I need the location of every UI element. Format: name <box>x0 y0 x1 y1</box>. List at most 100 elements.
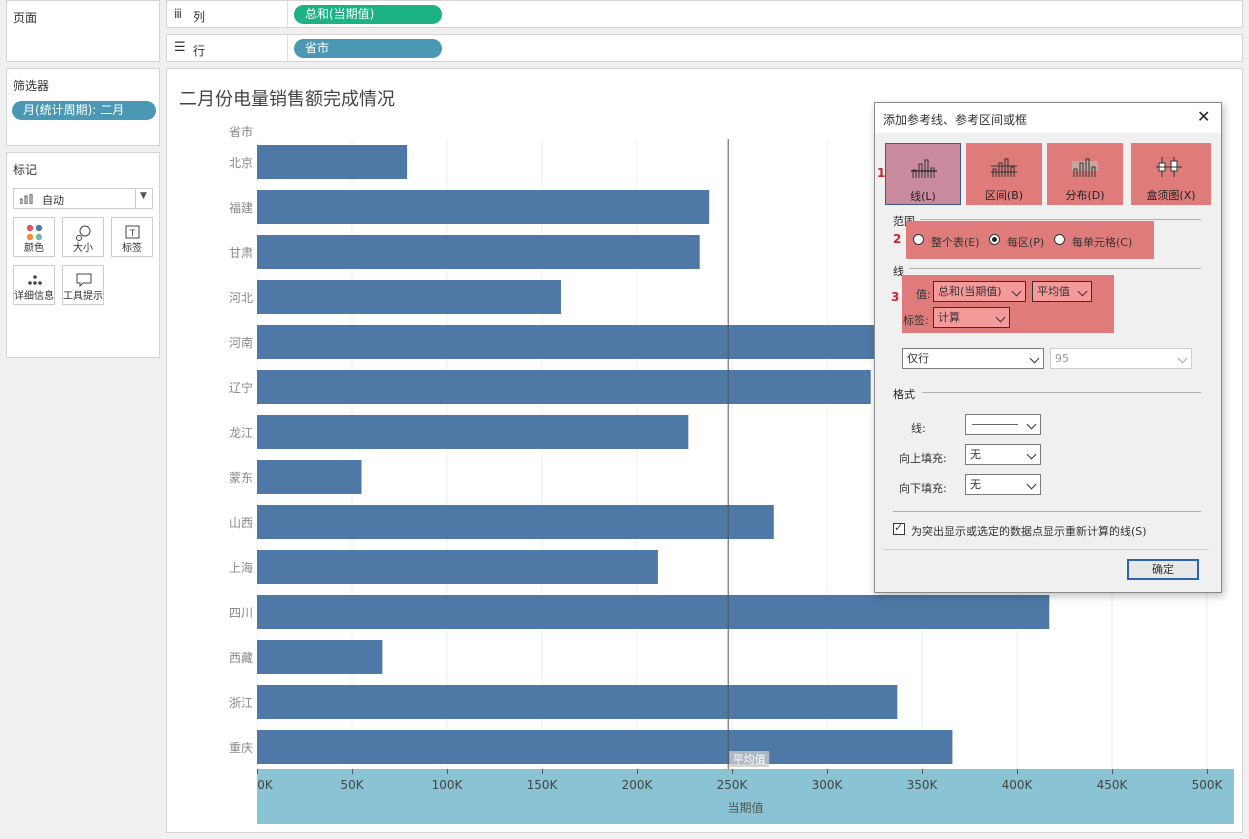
scope-cell-radio[interactable] <box>1054 234 1065 245</box>
type-band-label: 区间(B) <box>984 189 1024 202</box>
color-button[interactable]: 颜色 <box>13 217 55 257</box>
scope-pane-label[interactable]: 每区(P) <box>1007 236 1045 249</box>
tick-mark <box>447 769 448 774</box>
tick-mark <box>637 769 638 774</box>
rows-shelf-label: 行 <box>193 44 206 58</box>
bar-山西[interactable] <box>257 505 774 539</box>
fill-below-value: 无 <box>970 478 981 491</box>
bar-重庆[interactable] <box>257 730 953 764</box>
annotation-1: 1 <box>877 166 886 180</box>
line-style-select[interactable] <box>965 414 1041 435</box>
rows-shelf[interactable]: ☰ 行 省市 <box>166 34 1243 62</box>
fill-below-select[interactable]: 无 <box>965 474 1041 495</box>
bar-北京[interactable] <box>257 145 408 179</box>
ok-button[interactable]: 确定 <box>1127 559 1199 580</box>
tick-mark <box>732 769 733 774</box>
type-boxplot-label: 盒须图(X) <box>1146 189 1196 202</box>
tick-label: 200K <box>621 778 653 792</box>
tick-label: 300K <box>811 778 843 792</box>
mark-type-dropdown[interactable]: 自动 ▼ <box>13 188 153 209</box>
line-divider <box>909 268 1201 269</box>
bar-福建[interactable] <box>257 190 710 224</box>
scope-pane-radio[interactable] <box>989 234 1000 245</box>
tick-label: 500K <box>1191 778 1223 792</box>
bar-chart-icon <box>20 194 33 204</box>
dropdown-divider <box>135 189 136 208</box>
scope-table-label[interactable]: 整个表(E) <box>931 236 980 249</box>
scope-divider <box>920 219 1201 220</box>
bar-上海[interactable] <box>257 550 658 584</box>
recalculate-label[interactable]: 为突出显示或选定的数据点显示重新计算的线(S) <box>911 525 1147 538</box>
bar-蒙东[interactable] <box>257 460 362 494</box>
detail-button[interactable]: 详细信息 <box>13 265 55 305</box>
rows-pill[interactable]: 省市 <box>294 39 442 58</box>
tooltip-value: 仅行 <box>907 352 929 365</box>
x-axis-band: 当期值 0K 50K 100K 150K 200K 250K 300K 350K 400K 450… <box>257 769 1234 824</box>
footer-divider <box>883 549 1209 550</box>
type-band-button[interactable]: 区间(B) <box>966 143 1042 205</box>
type-boxplot-button[interactable]: 盒须图(X) <box>1131 143 1211 205</box>
tick-mark <box>257 769 258 774</box>
scope-cell-label[interactable]: 每单元格(C) <box>1072 236 1133 249</box>
x-axis-title: 当期值 <box>727 801 764 815</box>
pages-shelf[interactable]: 页面 <box>6 0 160 62</box>
category-axis-title: 省市 <box>229 125 254 139</box>
line-highlight: 值: 总和(当期值) 平均值 标签: 计算 <box>902 275 1114 333</box>
tick-label: 450K <box>1096 778 1128 792</box>
category-label: 上海 <box>228 561 253 575</box>
aggregation-value: 平均值 <box>1037 285 1070 298</box>
label-icon: T <box>125 225 140 239</box>
label-value: 计算 <box>938 311 960 324</box>
tick-label: 250K <box>716 778 748 792</box>
value-label: 值: <box>916 288 931 301</box>
category-label: 西藏 <box>228 651 253 665</box>
bar-龙江[interactable] <box>257 415 689 449</box>
recalculate-checkbox[interactable]: ✓ <box>893 521 905 535</box>
bar-河南[interactable] <box>257 325 875 359</box>
bar-西藏[interactable] <box>257 640 383 674</box>
aggregation-select[interactable]: 平均值 <box>1032 281 1092 302</box>
tooltip-select[interactable]: 仅行 <box>902 348 1044 369</box>
type-line-button[interactable]: 线(L) <box>885 143 961 205</box>
type-distribution-button[interactable]: 分布(D) <box>1047 143 1123 205</box>
label-button[interactable]: T 标签 <box>111 217 153 257</box>
columns-shelf[interactable]: iii 列 总和(当期值) <box>166 0 1243 28</box>
category-labels: 北京 福建 甘肃 河北 河南 辽宁 龙江 蒙东 山西 上海 四川 西藏 浙江 重庆 <box>167 69 253 834</box>
columns-pill[interactable]: 总和(当期值) <box>294 5 442 24</box>
tick-label: 50K <box>340 778 364 792</box>
dialog-title: 添加参考线、参考区间或框 <box>883 113 1028 127</box>
line-type-icon <box>911 159 937 178</box>
category-label: 北京 <box>228 156 253 170</box>
shelf-divider <box>287 35 288 61</box>
scope-table-radio[interactable] <box>913 234 924 245</box>
value-field-select[interactable]: 总和(当期值) <box>933 281 1026 302</box>
reference-line-dialog: 添加参考线、参考区间或框 ✕ 1 2 3 线(L) 区间(B) 分布(D) 盒须… <box>874 102 1222 593</box>
tick-label: 100K <box>431 778 463 792</box>
category-label: 河北 <box>228 291 253 305</box>
bar-辽宁[interactable] <box>257 370 871 404</box>
size-button[interactable]: 大小 <box>62 217 104 257</box>
value-field: 总和(当期值) <box>938 285 1002 298</box>
bar-甘肃[interactable] <box>257 235 700 269</box>
chevron-down-icon <box>1026 419 1037 430</box>
bar-浙江[interactable] <box>257 685 898 719</box>
category-label: 辽宁 <box>228 381 253 395</box>
detail-label: 详细信息 <box>14 291 54 302</box>
category-label: 河南 <box>228 336 253 350</box>
format-line-label: 线: <box>911 422 926 435</box>
tick-mark <box>827 769 828 774</box>
columns-icon: iii <box>174 7 182 21</box>
chevron-down-icon <box>1029 353 1040 364</box>
tick-mark <box>352 769 353 774</box>
bar-河北[interactable] <box>257 280 561 314</box>
tick-label: 400K <box>1001 778 1033 792</box>
tick-mark <box>1207 769 1208 774</box>
mark-type-value: 自动 <box>42 194 64 207</box>
tooltip-button[interactable]: 工具提示 <box>62 265 104 305</box>
close-icon[interactable]: ✕ <box>1197 107 1211 126</box>
bar-四川[interactable] <box>257 595 1050 629</box>
line-title: 线 <box>893 265 904 278</box>
filter-pill[interactable]: 月(统计周期): 二月 <box>12 101 156 120</box>
label-select[interactable]: 计算 <box>933 307 1010 328</box>
fill-above-select[interactable]: 无 <box>965 444 1041 465</box>
